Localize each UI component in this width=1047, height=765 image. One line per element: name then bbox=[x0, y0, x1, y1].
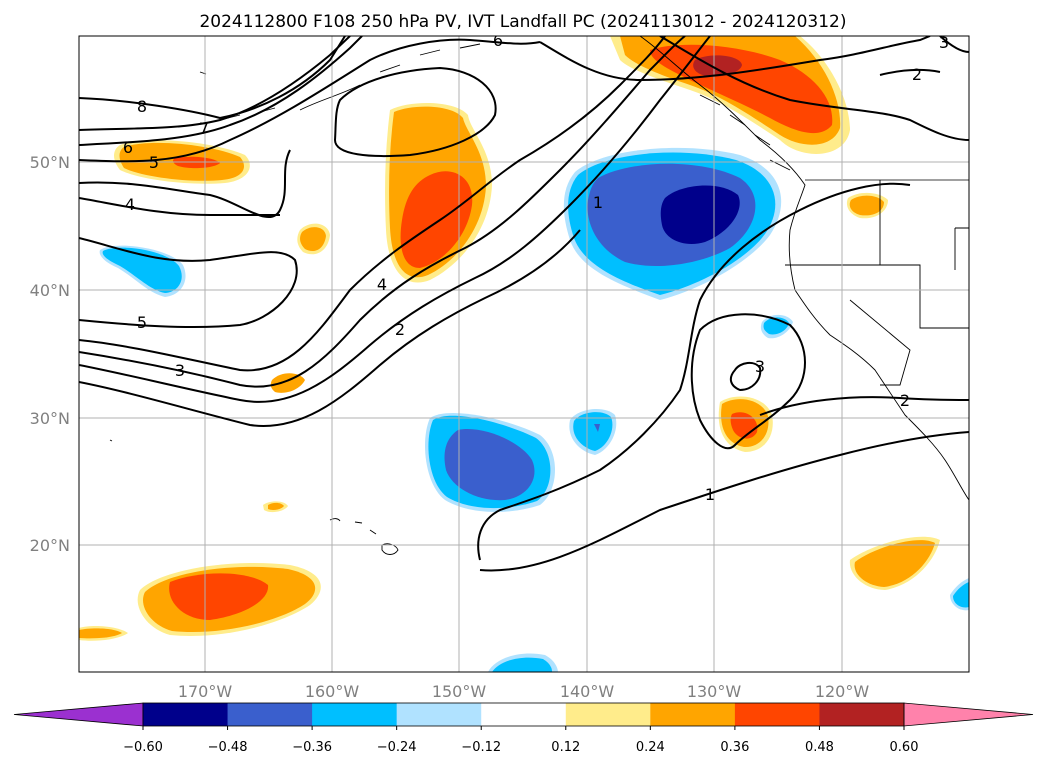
lon-ticks: 170°W 160°W 150°W 140°W 130°W 120°W bbox=[178, 682, 870, 701]
colorbar-segment bbox=[312, 703, 398, 726]
colorbar-segments bbox=[13, 702, 1034, 727]
contour-label: 5 bbox=[137, 313, 147, 332]
contour-labels: 8 7 6 5 4 5 3 4 2 1 3 2 1 2 3 6 bbox=[123, 31, 949, 504]
colorbar-tick-label: 0.12 bbox=[551, 740, 580, 755]
contour-label: 6 bbox=[493, 31, 503, 50]
coastlines bbox=[109, 36, 969, 555]
colorbar-extend-low bbox=[13, 702, 144, 727]
contour-label: 7 bbox=[199, 119, 209, 138]
lat-tick-label: 50°N bbox=[30, 153, 70, 172]
map-title: 2024112800 F108 250 hPa PV, IVT Landfall… bbox=[199, 12, 846, 32]
lon-tick-label: 160°W bbox=[305, 682, 360, 701]
contour-label: 2 bbox=[395, 320, 405, 339]
contour-label: 2 bbox=[900, 391, 910, 410]
colorbar-segment bbox=[650, 703, 736, 726]
colorbar-tick-label: −0.60 bbox=[123, 740, 163, 755]
colorbar-tick-label: −0.48 bbox=[208, 740, 248, 755]
lon-tick-label: 120°W bbox=[815, 682, 870, 701]
colorbar-tick-label: −0.24 bbox=[377, 740, 417, 755]
contour-label: 3 bbox=[755, 357, 765, 376]
contour-label: 3 bbox=[175, 361, 185, 380]
colorbar-segment bbox=[819, 703, 905, 726]
colorbar-segment bbox=[227, 703, 313, 726]
colorbar-tick-label: −0.12 bbox=[461, 740, 501, 755]
contour-label: 4 bbox=[125, 195, 135, 214]
lat-tick-label: 20°N bbox=[30, 536, 70, 555]
lon-tick-label: 170°W bbox=[178, 682, 233, 701]
colorbar-tick-label: −0.36 bbox=[292, 740, 332, 755]
colorbar-tick-label: 0.36 bbox=[720, 740, 749, 755]
lat-tick-label: 40°N bbox=[30, 281, 70, 300]
colorbar-segment bbox=[734, 703, 820, 726]
contour-label: 4 bbox=[377, 275, 387, 294]
colorbar-segment bbox=[565, 703, 651, 726]
colorbar-tick-label: 0.24 bbox=[636, 740, 665, 755]
contour-label: 1 bbox=[593, 193, 603, 212]
colorbar-border bbox=[142, 702, 905, 727]
contour-label: 3 bbox=[939, 33, 949, 52]
colorbar-extend-high bbox=[903, 702, 1034, 727]
contour-label: 2 bbox=[912, 65, 922, 84]
colorbar-segment bbox=[143, 703, 229, 726]
colorbar-segment bbox=[396, 703, 482, 726]
colorbar: −0.60 −0.48 −0.36 −0.24 −0.12 0.12 0.24 0.36 0.4… bbox=[13, 702, 1034, 755]
lat-ticks: 50°N 40°N 30°N 20°N bbox=[30, 153, 70, 555]
map-content: 8 7 6 5 4 5 3 4 2 1 3 2 1 2 3 6 bbox=[79, 31, 969, 672]
lon-tick-label: 140°W bbox=[560, 682, 615, 701]
colorbar-tick-label: 0.60 bbox=[890, 740, 919, 755]
lon-tick-label: 150°W bbox=[432, 682, 487, 701]
contour-label: 6 bbox=[123, 138, 133, 157]
contour-label: 8 bbox=[137, 97, 147, 116]
colorbar-tick-label: 0.48 bbox=[805, 740, 834, 755]
lat-tick-label: 30°N bbox=[30, 409, 70, 428]
lon-tick-label: 130°W bbox=[687, 682, 742, 701]
colorbar-ticks: −0.60 −0.48 −0.36 −0.24 −0.12 0.12 0.24 0.36 0.4… bbox=[123, 726, 918, 755]
colorbar-segment bbox=[481, 703, 567, 726]
contour-label: 1 bbox=[705, 485, 715, 504]
contour-label: 5 bbox=[149, 153, 159, 172]
map-frame bbox=[78, 35, 970, 673]
pv-contours bbox=[79, 36, 969, 572]
